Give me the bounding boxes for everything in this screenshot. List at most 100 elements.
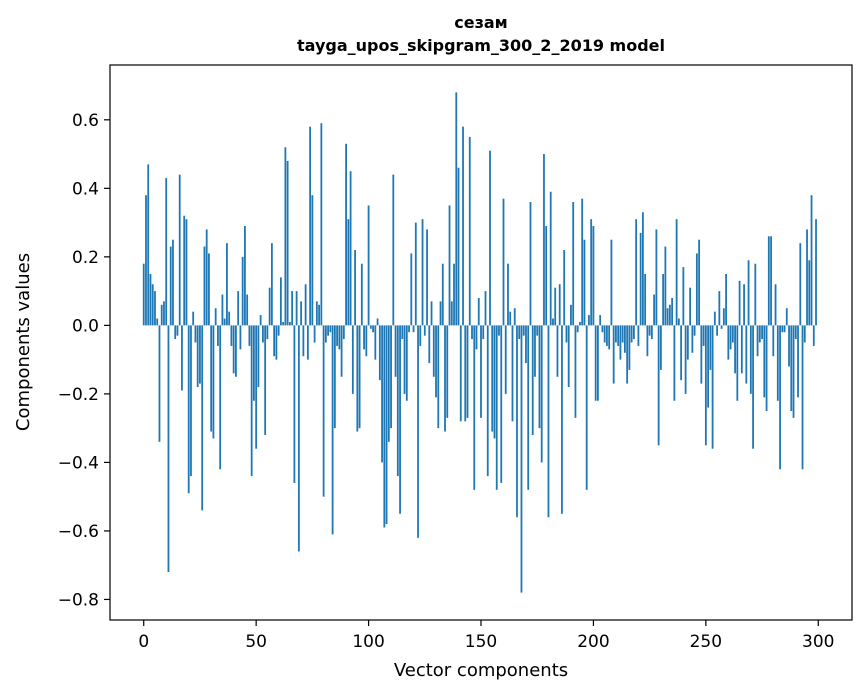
bar-98 bbox=[363, 325, 365, 350]
bar-199 bbox=[590, 219, 593, 326]
bar-94 bbox=[354, 250, 356, 326]
bar-282 bbox=[776, 325, 779, 401]
bar-284 bbox=[781, 325, 784, 333]
bar-151 bbox=[482, 325, 485, 340]
bar-13 bbox=[172, 239, 174, 326]
bar-294 bbox=[803, 325, 806, 343]
bar-83 bbox=[329, 325, 332, 333]
bar-233 bbox=[666, 308, 669, 326]
y-tick-label: 0.4 bbox=[72, 179, 99, 199]
bar-93 bbox=[351, 325, 354, 394]
plot-frame bbox=[109, 64, 853, 621]
bar-181 bbox=[549, 191, 552, 326]
bar-149 bbox=[477, 297, 480, 326]
bar-197 bbox=[585, 325, 588, 490]
bar-232 bbox=[664, 246, 667, 326]
bar-165 bbox=[513, 308, 516, 326]
y-axis-ticks: −0.8 −0.6 −0.4 −0.2 0.0 0.2 0.4 0.6 bbox=[58, 111, 110, 610]
bar-7 bbox=[158, 325, 161, 442]
x-tick-label: 150 bbox=[465, 632, 497, 652]
bar-120 bbox=[412, 325, 415, 333]
y-tick-label: 0.2 bbox=[72, 248, 99, 268]
bar-207 bbox=[608, 325, 611, 350]
bar-167 bbox=[518, 325, 521, 340]
bar-62 bbox=[282, 321, 285, 326]
y-tick-label: −0.6 bbox=[58, 522, 99, 542]
bar-250 bbox=[704, 325, 707, 446]
y-tick-label: −0.8 bbox=[58, 590, 99, 610]
bar-107 bbox=[383, 325, 386, 528]
bar-225 bbox=[648, 325, 651, 336]
bar-192 bbox=[574, 325, 577, 418]
bar-135 bbox=[446, 325, 449, 418]
bar-101 bbox=[369, 325, 372, 329]
x-tick-label: 300 bbox=[802, 632, 834, 652]
bar-206 bbox=[606, 325, 608, 346]
bar-132 bbox=[439, 301, 442, 326]
bar-246 bbox=[695, 253, 698, 326]
x-tick-label: 250 bbox=[690, 632, 722, 652]
bar-158 bbox=[498, 325, 500, 336]
bar-236 bbox=[673, 325, 676, 401]
bar-43 bbox=[239, 325, 242, 350]
bar-168 bbox=[520, 325, 523, 593]
bar-208 bbox=[610, 239, 613, 326]
bar-87 bbox=[338, 325, 341, 350]
bar-113 bbox=[396, 325, 399, 477]
bar-20 bbox=[187, 325, 190, 494]
bar-129 bbox=[432, 325, 435, 377]
bar-33 bbox=[217, 325, 219, 346]
bar-25 bbox=[199, 325, 201, 384]
bar-204 bbox=[601, 325, 604, 333]
bar-195 bbox=[581, 198, 584, 326]
bar-54 bbox=[264, 325, 267, 435]
bar-122 bbox=[417, 325, 419, 538]
bar-131 bbox=[437, 325, 440, 429]
bar-209 bbox=[612, 325, 615, 384]
bar-141 bbox=[459, 325, 462, 422]
bar-153 bbox=[486, 325, 489, 477]
bar-114 bbox=[399, 325, 401, 514]
bar-180 bbox=[547, 325, 550, 518]
bar-5 bbox=[154, 291, 156, 326]
bar-19 bbox=[185, 219, 188, 326]
bar-16 bbox=[178, 174, 181, 326]
bar-244 bbox=[691, 325, 694, 353]
y-tick-label: −0.2 bbox=[58, 385, 99, 405]
bar-275 bbox=[761, 325, 763, 340]
bar-92 bbox=[349, 171, 352, 326]
bar-139 bbox=[455, 92, 458, 326]
bar-138 bbox=[453, 263, 455, 326]
bar-267 bbox=[743, 284, 745, 326]
bar-157 bbox=[495, 325, 498, 490]
bar-128 bbox=[430, 301, 433, 326]
bar-286 bbox=[785, 308, 788, 326]
bars-group bbox=[142, 92, 817, 593]
bar-38 bbox=[228, 311, 231, 326]
bar-64 bbox=[286, 160, 289, 326]
bar-69 bbox=[297, 325, 300, 552]
bar-252 bbox=[709, 325, 712, 370]
bar-202 bbox=[597, 325, 599, 401]
bar-290 bbox=[794, 325, 797, 340]
bar-27 bbox=[203, 246, 206, 326]
bar-80 bbox=[322, 325, 325, 497]
bar-91 bbox=[347, 219, 350, 326]
bar-187 bbox=[563, 250, 566, 326]
bar-108 bbox=[385, 325, 388, 525]
bar-85 bbox=[333, 325, 336, 429]
bar-143 bbox=[464, 325, 467, 422]
bar-237 bbox=[675, 219, 678, 326]
bar-88 bbox=[340, 325, 343, 377]
x-tick-label: 100 bbox=[352, 632, 384, 652]
bar-249 bbox=[702, 325, 705, 346]
bar-82 bbox=[327, 325, 329, 336]
bar-42 bbox=[237, 291, 240, 326]
bar-32 bbox=[214, 308, 217, 326]
bar-75 bbox=[311, 195, 314, 326]
bar-41 bbox=[235, 325, 237, 377]
bar-271 bbox=[752, 325, 754, 449]
bar-265 bbox=[738, 280, 741, 326]
bar-2 bbox=[147, 164, 150, 326]
bar-14 bbox=[174, 325, 177, 340]
